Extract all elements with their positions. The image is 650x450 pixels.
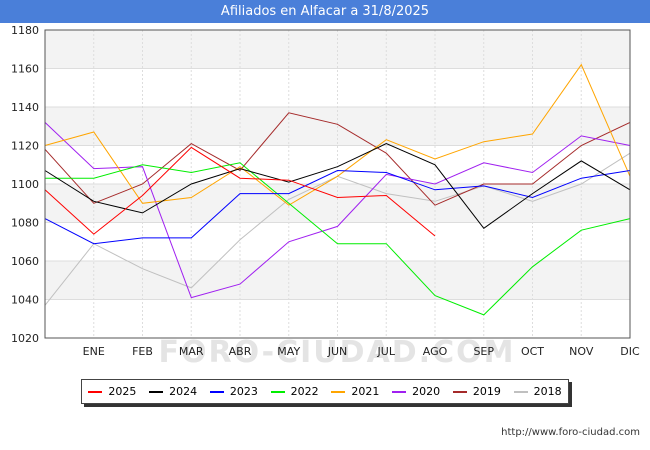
title-bar (0, 0, 650, 23)
y-tick-label: 1020 (11, 332, 39, 345)
watermark: FORO-CIUDAD.COM (159, 335, 516, 370)
series-line-2020 (44, 122, 631, 299)
series-layer (44, 63, 631, 316)
plot-frame (44, 29, 631, 339)
y-tick-label: 1120 (11, 140, 39, 153)
legend-swatch (452, 390, 467, 393)
source-url: http://www.foro-ciudad.com (501, 427, 640, 438)
series-line-2023 (44, 169, 631, 245)
y-tick-label: 1160 (11, 63, 39, 76)
y-axis: 1020 1040 1060 1080 1100 1120 1140 1160 1180 (11, 24, 39, 345)
y-tick-label: 1040 (11, 294, 39, 307)
legend-item-2020: 2020 (392, 385, 440, 398)
x-tick-label: ENE (83, 345, 105, 358)
legend-swatch (392, 390, 407, 393)
legend-label: 2025 (108, 385, 137, 398)
y-tick-label: 1060 (11, 255, 39, 268)
legend-item-2018: 2018 (513, 385, 562, 398)
series-line-2024 (44, 143, 631, 229)
x-tick-label: JUL (377, 345, 396, 358)
series-line-2022 (45, 162, 631, 316)
legend-swatch (149, 390, 164, 393)
y-tick-label: 1180 (11, 24, 39, 37)
legend-swatch (331, 390, 346, 393)
legend-label: 2024 (169, 385, 198, 398)
x-tick-label: OCT (521, 345, 544, 358)
legend-label: 2021 (351, 385, 380, 398)
x-tick-label: DIC (620, 345, 640, 358)
legend-label: 2018 (533, 385, 562, 398)
series-line-2025 (44, 146, 436, 237)
x-tick-label: MAY (277, 345, 300, 358)
legend-item-2024: 2024 (149, 385, 197, 398)
x-tick-label: NOV (569, 345, 594, 358)
legend-item-2022: 2022 (270, 385, 319, 398)
legend-swatch (513, 390, 528, 393)
legend-item-2023: 2023 (209, 385, 258, 398)
legend-label: 2020 (412, 385, 441, 398)
legend-item-2025: 2025 (88, 385, 136, 398)
legend-swatch (88, 390, 103, 393)
y-tick-label: 1140 (11, 101, 39, 114)
x-tick-label: FEB (132, 345, 153, 358)
legend-label: 2022 (290, 385, 319, 398)
series-line-2019 (44, 112, 631, 206)
legend-label: 2023 (229, 385, 258, 398)
x-tick-label: ABR (229, 345, 252, 358)
legend-swatch (270, 390, 285, 393)
series-line-2021 (44, 63, 631, 206)
legend-label: 2019 (472, 385, 501, 398)
y-tick-label: 1080 (11, 217, 39, 230)
x-axis: ENE FEB MAR ABR MAY JUN JUL AGO SEP OCT NOV DIC (83, 345, 640, 358)
legend-item-2021: 2021 (331, 385, 379, 398)
legend: 2025 2024 2023 2022 2021 2020 2019 2018 (81, 379, 569, 404)
legend-swatch (209, 390, 224, 393)
legend-item-2019: 2019 (452, 385, 501, 398)
x-tick-label: AGO (423, 345, 448, 358)
x-tick-label: JUN (327, 345, 348, 358)
chart-title: Afiliados en Alfacar a 31/8/2025 (220, 4, 430, 19)
y-tick-label: 1100 (11, 178, 39, 191)
x-tick-label: SEP (473, 345, 494, 358)
x-tick-label: MAR (179, 345, 204, 358)
